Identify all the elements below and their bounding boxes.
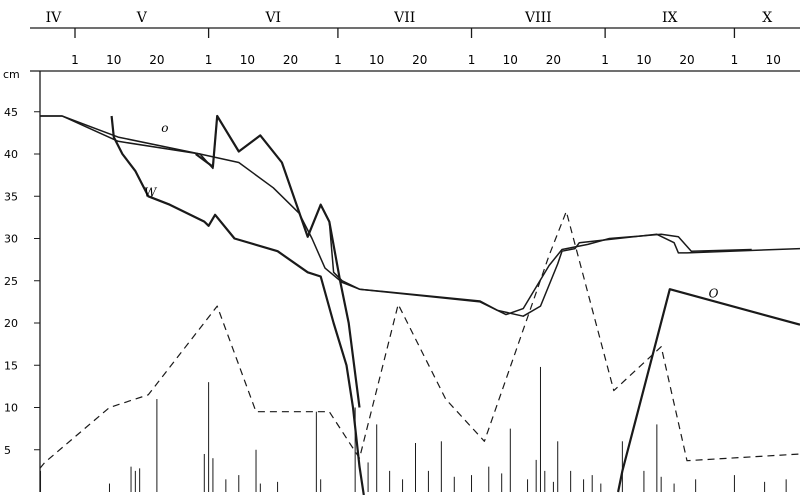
y-tick-label: 35 xyxy=(4,190,18,203)
day-tick-label: 10 xyxy=(240,53,255,67)
day-tick-label: 20 xyxy=(283,53,298,67)
month-label: V xyxy=(136,10,148,26)
month-label: X xyxy=(762,10,772,26)
series-line-thick xyxy=(110,115,365,495)
day-tick-label: 20 xyxy=(679,53,694,67)
month-label: VII xyxy=(393,10,415,26)
day-tick-label: 1 xyxy=(205,53,213,67)
day-tick-label: 1 xyxy=(334,53,342,67)
precipitation-bars xyxy=(40,366,787,492)
y-tick-label: 40 xyxy=(4,148,18,161)
y-tick-label: 25 xyxy=(4,275,18,288)
day-tick-label: 10 xyxy=(106,53,121,67)
y-axis: cm 5 10 15 20 25 30 35 40 45 xyxy=(3,68,40,457)
y-tick-label: 20 xyxy=(4,317,18,330)
series-annotation: O xyxy=(709,287,719,301)
day-tick-label: 20 xyxy=(412,53,427,67)
day-tick-label: 1 xyxy=(731,53,739,67)
day-tick-label: 10 xyxy=(766,53,781,67)
plot-frame xyxy=(30,70,800,492)
y-unit-label: cm xyxy=(3,68,20,81)
day-tick-label: 20 xyxy=(546,53,561,67)
series-line-thick xyxy=(617,288,800,493)
series-line-dashed xyxy=(39,210,800,469)
y-tick-label: 10 xyxy=(4,402,18,415)
day-tick-label: 1 xyxy=(71,53,79,67)
month-label: VI xyxy=(264,10,281,26)
day-tick-label: 20 xyxy=(149,53,164,67)
y-tick-label: 15 xyxy=(4,359,18,372)
day-tick-label: 10 xyxy=(503,53,518,67)
month-label: VIII xyxy=(524,10,552,26)
series-line xyxy=(40,115,800,317)
month-band: IV V VI VII VIII IX X xyxy=(30,10,800,38)
day-tick-label: 1 xyxy=(601,53,609,67)
y-tick-label: 45 xyxy=(4,106,18,119)
month-dividers xyxy=(74,28,736,38)
month-label: IX xyxy=(662,10,678,26)
series-line-thick xyxy=(195,114,361,408)
series-line xyxy=(40,115,752,316)
day-tick-label: 10 xyxy=(636,53,651,67)
month-labels: IV V VI VII VIII IX X xyxy=(46,10,773,26)
series-annotation: W xyxy=(144,185,158,199)
day-axis: 1 10 20 1 10 20 1 10 20 1 10 20 1 10 20 1 10 xyxy=(71,53,781,67)
day-tick-label: 1 xyxy=(468,53,476,67)
series-labels: o W O xyxy=(144,121,719,301)
y-tick-label: 30 xyxy=(4,233,18,246)
day-tick-label: 10 xyxy=(369,53,384,67)
series-annotation: o xyxy=(161,121,168,135)
y-tick-label: 5 xyxy=(4,444,11,457)
data-series xyxy=(39,114,800,495)
month-label: IV xyxy=(46,10,63,26)
